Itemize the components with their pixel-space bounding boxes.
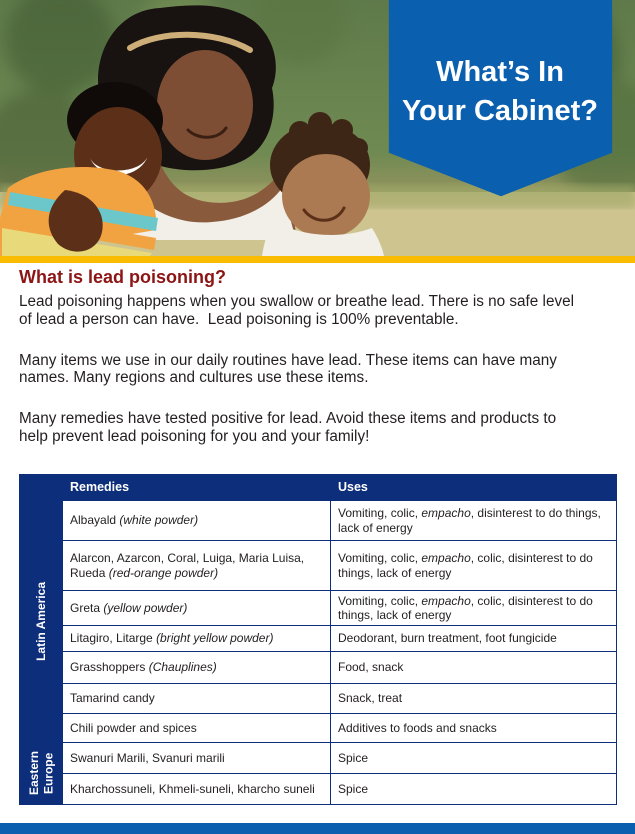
svg-text:What’s In: What’s In: [436, 56, 564, 88]
svg-text:Your Cabinet?: Your Cabinet?: [402, 95, 598, 127]
